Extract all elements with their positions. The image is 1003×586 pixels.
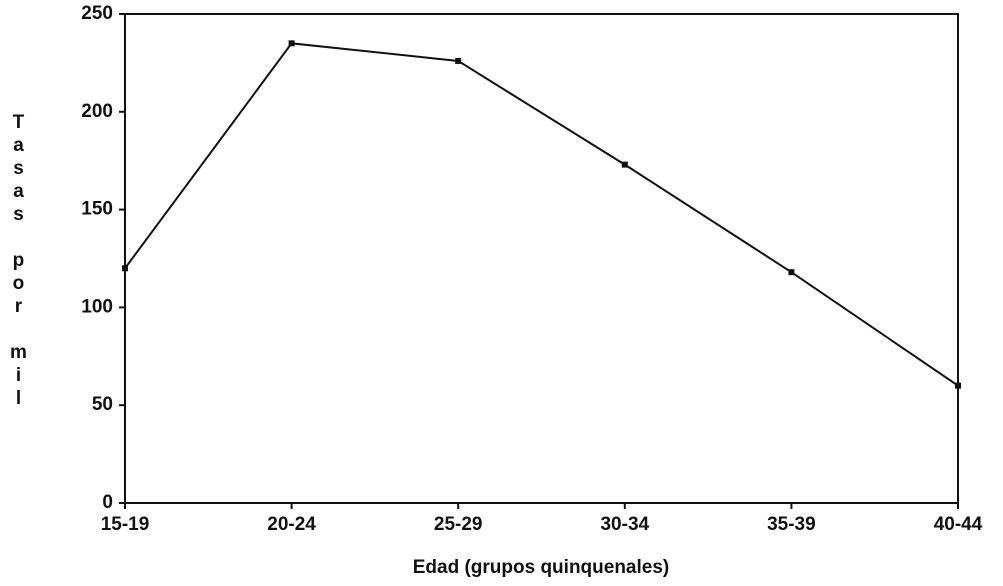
- plot-frame: [124, 13, 959, 504]
- data-line: [124, 42, 959, 387]
- y-tick-label: 250: [81, 3, 113, 24]
- point-marker: [621, 161, 628, 168]
- y-tick-label: 50: [92, 394, 113, 415]
- x-tick-label: 20-24: [267, 514, 316, 535]
- x-tick-label: 25-29: [434, 514, 483, 535]
- y-axis-label: Tasas por mil: [8, 112, 29, 411]
- x-tick-label: 40-44: [934, 514, 983, 535]
- y-tick-label: 100: [81, 296, 113, 317]
- x-tick-label: 15-19: [101, 514, 150, 535]
- point-marker: [455, 57, 462, 64]
- point-marker: [122, 265, 128, 272]
- y-tick-label: 0: [102, 492, 113, 513]
- x-tick-label: 35-39: [767, 514, 816, 535]
- x-axis-label: Edad (grupos quinquenales): [413, 557, 670, 578]
- point-marker: [288, 40, 295, 47]
- x-tick-label: 30-34: [600, 514, 649, 535]
- point-marker: [955, 382, 961, 389]
- y-tick-label: 200: [81, 101, 113, 122]
- point-marker: [788, 269, 795, 276]
- y-tick-label: 150: [81, 199, 113, 220]
